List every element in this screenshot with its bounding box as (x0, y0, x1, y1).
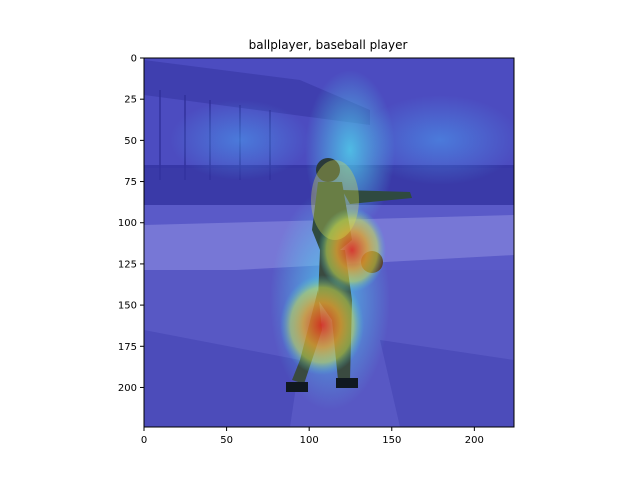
x-tick-label: 100 (300, 435, 319, 446)
x-axis: 0 50 100 150 200 (141, 427, 484, 446)
y-tick-label: 50 (124, 136, 137, 147)
axes-frame (143, 57, 515, 428)
x-tick-label: 150 (382, 435, 401, 446)
y-tick-label: 25 (124, 95, 137, 106)
x-tick-label: 0 (141, 435, 147, 446)
y-tick-label: 125 (118, 259, 137, 270)
x-tick-label: 200 (465, 435, 484, 446)
y-tick-label: 100 (118, 218, 137, 229)
heatmap-image (144, 58, 514, 427)
y-tick-label: 200 (118, 383, 137, 394)
y-axis: 0 25 50 75 100 125 150 175 200 (118, 54, 144, 394)
figure-title: ballplayer, baseball player (249, 38, 408, 52)
y-tick-label: 175 (118, 342, 137, 353)
x-tick-label: 50 (220, 435, 233, 446)
y-tick-label: 150 (118, 301, 137, 312)
y-tick-label: 0 (131, 54, 137, 65)
y-tick-label: 75 (124, 177, 137, 188)
